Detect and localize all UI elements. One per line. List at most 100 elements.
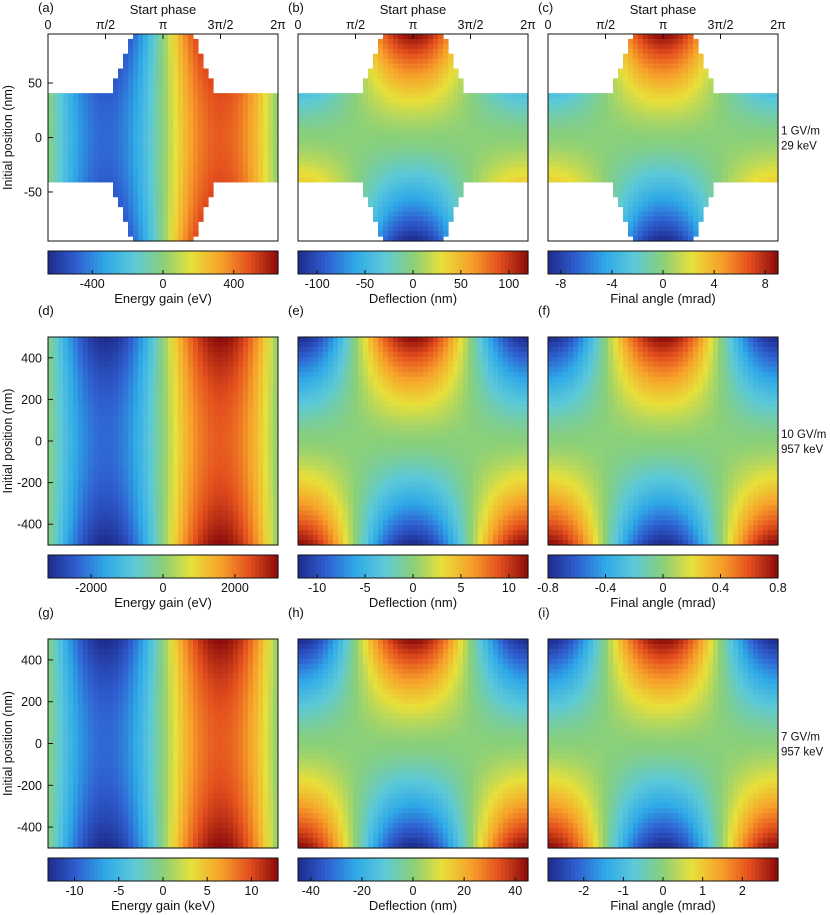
heatmap-cell [388, 88, 394, 94]
colorbar-segment [586, 251, 591, 274]
heatmap-cell [93, 376, 99, 383]
heatmap-cell [493, 152, 499, 158]
heatmap-cell [598, 98, 604, 104]
heatmap-cell [638, 236, 644, 242]
heatmap-cell [578, 176, 584, 183]
heatmap-cell [228, 98, 234, 104]
heatmap-cell [498, 137, 504, 144]
heatmap-cell [448, 78, 454, 84]
heatmap-cell [88, 107, 94, 114]
heatmap-cell [668, 107, 674, 114]
heatmap-cell [148, 157, 154, 163]
heatmap-cell [68, 465, 74, 472]
colorbar-segment [428, 251, 433, 274]
heatmap-cell [68, 132, 74, 139]
heatmap-cell [163, 510, 169, 516]
colorbar-segment [86, 251, 91, 274]
heatmap-cell [663, 93, 669, 99]
heatmap-cell [633, 221, 639, 227]
heatmap-cell [128, 371, 134, 378]
colorbar-segment [478, 251, 483, 274]
heatmap-cell [133, 366, 139, 373]
heatmap-cell [258, 172, 264, 178]
heatmap-cell [158, 391, 164, 398]
heatmap-cell [153, 38, 159, 45]
colorbar-segment [274, 251, 279, 274]
heatmap-cell [473, 167, 479, 173]
heatmap-cell [508, 162, 514, 168]
heatmap-cell [93, 480, 99, 487]
heatmap-cell [408, 93, 414, 99]
heatmap-cell [163, 421, 169, 427]
heatmap-cell [608, 157, 614, 163]
heatmap-cell [663, 186, 669, 193]
heatmap-cell [53, 465, 59, 472]
heatmap-cell [358, 142, 364, 148]
heatmap-cell [78, 346, 84, 353]
heatmap-cell [68, 510, 74, 516]
heatmap-cell [128, 505, 134, 511]
heatmap-cell [103, 520, 109, 526]
heatmap-cell [103, 132, 109, 139]
heatmap-cell [163, 196, 169, 203]
heatmap-cell [428, 117, 434, 124]
heatmap-cell [93, 167, 99, 173]
heatmap-cell [153, 460, 159, 467]
heatmap-cell [518, 112, 524, 119]
heatmap-cell [138, 431, 144, 437]
heatmap-cell [623, 93, 629, 99]
heatmap-cell [108, 485, 114, 492]
heatmap-cell [388, 226, 394, 232]
heatmap-cell [163, 132, 169, 139]
colorbar-segment [374, 251, 380, 274]
heatmap-cell [148, 162, 154, 168]
heatmap-cell [258, 112, 264, 119]
heatmap-cell [393, 176, 399, 183]
heatmap-cell [613, 117, 619, 124]
heatmap-cell [58, 421, 64, 427]
heatmap-cell [143, 172, 149, 178]
heatmap-cell [388, 181, 394, 188]
heatmap-cell [743, 172, 749, 178]
heatmap-cell [248, 162, 254, 168]
heatmap-cell [53, 421, 59, 427]
heatmap-cell [713, 172, 719, 178]
heatmap-cell [303, 112, 309, 119]
x-tick-label: π [159, 18, 168, 32]
heatmap-cell [333, 137, 339, 144]
heatmap-cell [388, 211, 394, 217]
heatmap-cell [553, 132, 559, 139]
heatmap-cell [128, 421, 134, 427]
heatmap-cell [238, 142, 244, 148]
heatmap-cell [573, 98, 579, 104]
heatmap-cell [163, 426, 169, 432]
heatmap-cell [443, 162, 449, 168]
heatmap-cell [713, 137, 719, 144]
heatmap-cell [98, 530, 104, 536]
heatmap-cell [93, 381, 99, 388]
heatmap-cell [203, 68, 209, 75]
heatmap-cell [48, 441, 54, 447]
heatmap-cell [478, 142, 484, 148]
heatmap-cell [563, 142, 569, 148]
heatmap-cell [568, 117, 574, 124]
heatmap-cell [438, 167, 444, 173]
heatmap-cell [168, 500, 174, 506]
heatmap-cell [438, 88, 444, 94]
heatmap-cell [118, 191, 124, 198]
heatmap-cell [58, 361, 64, 368]
heatmap-cell [53, 346, 59, 353]
heatmap-cell [448, 132, 454, 139]
heatmap-cell [523, 103, 529, 109]
heatmap-cell [648, 186, 654, 193]
heatmap-cell [168, 152, 174, 158]
heatmap-cell [398, 107, 404, 114]
heatmap-cell [118, 127, 124, 134]
heatmap-cell [138, 88, 144, 94]
heatmap-cell [488, 103, 494, 109]
heatmap-cell [438, 73, 444, 79]
heatmap-cell [413, 147, 419, 153]
heatmap-cell [428, 83, 434, 89]
heatmap-cell [353, 117, 359, 124]
heatmap-cell [333, 147, 339, 153]
